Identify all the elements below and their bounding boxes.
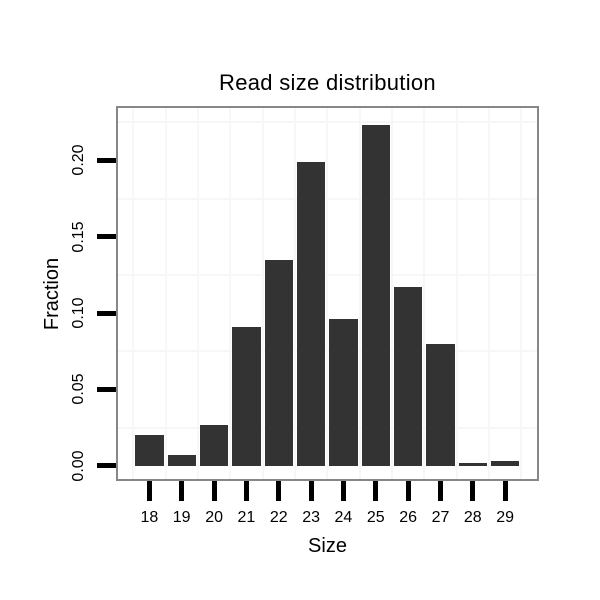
y-axis-label: Fraction — [41, 257, 63, 331]
gridline-vertical — [358, 108, 361, 479]
chart-title: Read size distribution — [219, 70, 436, 95]
gridline-vertical — [520, 108, 523, 479]
gridline-vertical — [423, 108, 426, 479]
x-axis-tick-label: 26 — [399, 509, 417, 526]
x-axis-tick — [308, 481, 314, 501]
bar-21 — [232, 326, 261, 466]
gridline-vertical — [326, 108, 329, 479]
gridline-vertical — [196, 108, 199, 479]
x-axis-tick — [243, 481, 249, 501]
x-axis-tick-label: 27 — [431, 509, 450, 526]
x-axis-tick-label: 21 — [237, 509, 256, 526]
bar-18 — [135, 435, 164, 466]
bar-19 — [167, 455, 196, 466]
bar-24 — [329, 319, 358, 466]
x-axis-tick-label: 18 — [140, 509, 159, 526]
x-axis-tick-label: 25 — [366, 509, 385, 526]
bar-22 — [264, 259, 293, 466]
y-axis-tick-label: 0.10 — [70, 297, 87, 329]
bar-27 — [426, 343, 455, 466]
bar-23 — [296, 161, 326, 466]
x-axis-tick — [405, 481, 411, 501]
x-axis-tick — [470, 481, 476, 501]
gridline-vertical — [164, 108, 167, 479]
gridline-vertical — [261, 108, 264, 479]
gridline-vertical — [455, 108, 458, 479]
y-axis-tick — [97, 463, 116, 469]
gridline-vertical — [229, 108, 232, 479]
bar-26 — [393, 287, 423, 466]
x-axis-tick — [438, 481, 443, 501]
y-axis-tick — [97, 386, 116, 392]
x-axis-tick-label: 29 — [496, 509, 514, 526]
x-axis-tick — [276, 481, 282, 501]
gridline-vertical — [391, 108, 393, 479]
bar-25 — [361, 125, 390, 466]
y-axis-tick-label: 0.00 — [70, 450, 87, 482]
x-axis-tick-label: 24 — [334, 509, 353, 526]
x-axis-tick — [146, 481, 152, 501]
plot-panel — [116, 106, 539, 481]
x-axis-tick — [340, 481, 346, 501]
x-axis-tick — [179, 481, 185, 501]
x-axis-tick-label: 20 — [205, 509, 223, 526]
x-axis-tick — [211, 481, 217, 501]
x-axis-tick-label: 19 — [172, 509, 191, 526]
x-axis-label: Size — [308, 535, 347, 557]
gridline-vertical — [293, 108, 296, 479]
x-axis-tick — [502, 481, 508, 501]
x-axis-tick-label: 22 — [269, 509, 288, 526]
y-axis-tick — [97, 234, 116, 240]
bar-28 — [458, 462, 488, 466]
y-axis-tick-label: 0.05 — [70, 373, 87, 405]
gridline-vertical — [132, 108, 135, 479]
y-axis-tick — [97, 310, 116, 316]
bar-20 — [199, 424, 229, 466]
y-axis-tick-label: 0.15 — [70, 221, 87, 253]
x-axis-tick-label: 23 — [302, 509, 320, 526]
y-axis-tick — [97, 157, 116, 163]
x-axis-tick-label: 28 — [463, 509, 482, 526]
bar-29 — [490, 461, 520, 466]
gridline-vertical — [488, 108, 490, 479]
x-axis-tick — [373, 481, 379, 501]
y-axis-tick-label: 0.20 — [70, 144, 87, 176]
